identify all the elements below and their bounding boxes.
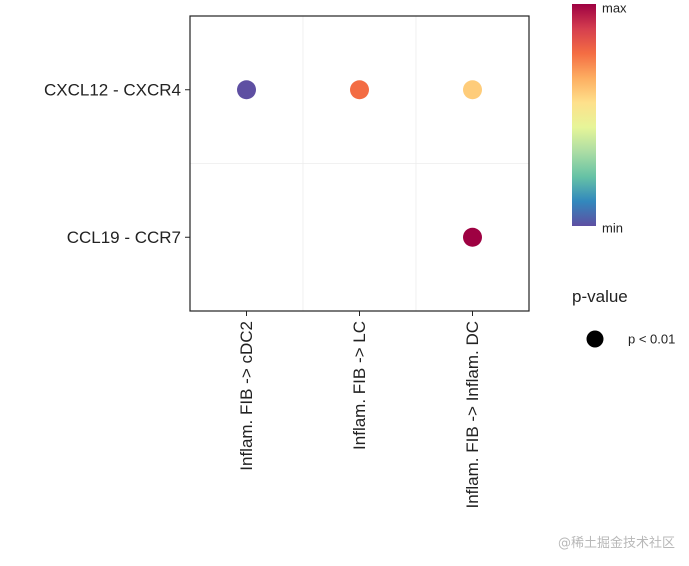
y-axis-ticks: CXCL12 - CXCR4 CCL19 - CCR7 xyxy=(44,80,190,247)
y-tick-label: CCL19 - CCR7 xyxy=(67,228,181,247)
x-tick-label: Inflam. FIB -> Inflam. DC xyxy=(463,321,482,509)
legend-entry-label: p < 0.01 xyxy=(628,332,675,347)
colorbar: max min xyxy=(572,1,627,236)
data-points xyxy=(237,80,482,247)
data-point xyxy=(463,80,482,100)
x-axis-ticks: Inflam. FIB -> cDC2 Inflam. FIB -> LC Infl… xyxy=(237,311,482,509)
legend-title: p-value xyxy=(572,287,628,306)
colorbar-max-label: max xyxy=(602,1,627,16)
legend-marker xyxy=(586,330,604,348)
grid-lines xyxy=(190,16,529,311)
colorbar-gradient xyxy=(572,4,596,226)
data-point xyxy=(350,80,369,100)
colorbar-min-label: min xyxy=(602,221,623,236)
x-tick-label: Inflam. FIB -> LC xyxy=(350,321,369,450)
y-tick-label: CXCL12 - CXCR4 xyxy=(44,80,181,99)
watermark: @稀土掘金技术社区 xyxy=(558,535,675,551)
x-tick-label: Inflam. FIB -> cDC2 xyxy=(237,321,256,471)
legend: p-value p < 0.01 xyxy=(572,287,675,348)
data-point xyxy=(463,227,482,247)
data-point xyxy=(237,80,256,100)
